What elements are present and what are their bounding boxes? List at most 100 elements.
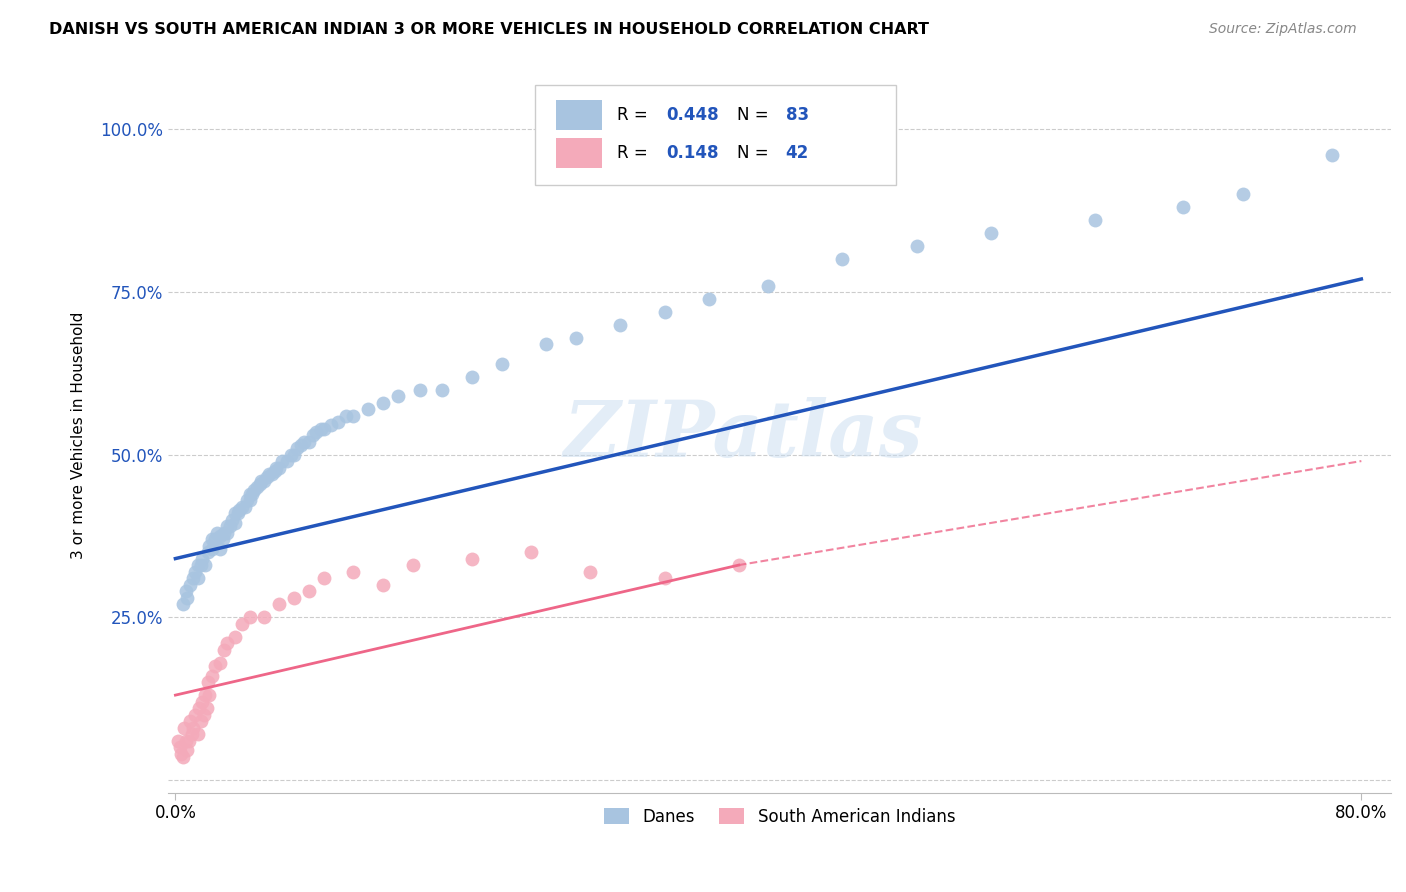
Point <box>179 714 201 728</box>
Point <box>697 292 720 306</box>
Point <box>217 525 239 540</box>
Text: N =: N = <box>737 144 773 161</box>
Point <box>357 402 380 417</box>
Point <box>242 486 264 500</box>
Point <box>1083 213 1105 227</box>
Point <box>305 425 328 439</box>
Point <box>201 541 224 556</box>
Point <box>170 747 193 761</box>
Text: R =: R = <box>617 144 652 161</box>
Point <box>194 558 217 573</box>
Point <box>176 743 198 757</box>
Point <box>283 448 305 462</box>
Point <box>188 701 211 715</box>
Point <box>190 714 212 728</box>
Point <box>264 460 287 475</box>
Point <box>174 584 197 599</box>
Y-axis label: 3 or more Vehicles in Household: 3 or more Vehicles in Household <box>72 311 86 558</box>
Point <box>174 733 197 747</box>
Point <box>205 525 228 540</box>
Text: N =: N = <box>737 106 773 124</box>
Point <box>283 591 305 605</box>
Point <box>238 486 260 500</box>
Point <box>167 733 190 747</box>
Point <box>198 539 221 553</box>
Text: Source: ZipAtlas.com: Source: ZipAtlas.com <box>1209 22 1357 37</box>
Point <box>312 571 335 585</box>
Point <box>219 519 242 533</box>
Text: 0.448: 0.448 <box>666 106 718 124</box>
Point <box>208 656 231 670</box>
Point <box>221 512 243 526</box>
Point <box>233 500 256 514</box>
Point <box>173 721 195 735</box>
Point <box>208 529 231 543</box>
Point <box>231 616 253 631</box>
Point <box>172 750 194 764</box>
Text: 83: 83 <box>786 106 808 124</box>
Point <box>204 532 226 546</box>
Point <box>432 383 454 397</box>
Point <box>371 577 394 591</box>
Point <box>224 630 246 644</box>
Point <box>520 545 543 559</box>
Point <box>756 278 779 293</box>
Point <box>342 565 364 579</box>
Point <box>312 421 335 435</box>
Text: 0.148: 0.148 <box>666 144 718 161</box>
Bar <box>555 100 602 130</box>
Point <box>309 421 332 435</box>
Point <box>231 500 253 514</box>
Point <box>564 330 586 344</box>
Point <box>253 474 276 488</box>
FancyBboxPatch shape <box>534 85 896 185</box>
Point <box>461 551 484 566</box>
Point <box>187 727 209 741</box>
Text: DANISH VS SOUTH AMERICAN INDIAN 3 OR MORE VEHICLES IN HOUSEHOLD CORRELATION CHAR: DANISH VS SOUTH AMERICAN INDIAN 3 OR MOR… <box>49 22 929 37</box>
Point <box>224 506 246 520</box>
Point <box>193 707 215 722</box>
Point <box>461 369 484 384</box>
Point <box>263 464 285 478</box>
Point <box>292 434 315 449</box>
Point <box>328 415 350 429</box>
Point <box>172 597 194 611</box>
Point <box>246 480 269 494</box>
Point <box>253 610 276 624</box>
Point <box>176 591 198 605</box>
Text: ZIPatlas: ZIPatlas <box>564 397 922 474</box>
Point <box>260 467 283 481</box>
Point <box>177 733 200 747</box>
Point <box>298 434 321 449</box>
Point <box>654 304 676 318</box>
Point <box>285 441 308 455</box>
Point <box>211 532 233 546</box>
Point <box>191 551 214 566</box>
Point <box>371 395 394 409</box>
Point <box>214 642 236 657</box>
Point <box>195 701 218 715</box>
Point <box>257 467 280 481</box>
Point <box>280 448 302 462</box>
Point <box>534 337 557 351</box>
Point <box>298 584 321 599</box>
Point <box>905 239 928 253</box>
Point <box>201 532 224 546</box>
Point <box>831 252 853 267</box>
Point <box>235 493 257 508</box>
Point <box>187 571 209 585</box>
Text: R =: R = <box>617 106 652 124</box>
Point <box>249 476 271 491</box>
Point <box>224 516 246 530</box>
Point <box>226 506 249 520</box>
Point <box>183 565 205 579</box>
Point <box>335 409 357 423</box>
Point <box>276 454 298 468</box>
Point <box>217 519 239 533</box>
Point <box>624 128 647 143</box>
Point <box>579 565 602 579</box>
Point <box>980 227 1002 241</box>
Point <box>1173 201 1195 215</box>
Point <box>238 493 260 508</box>
Point <box>250 474 273 488</box>
